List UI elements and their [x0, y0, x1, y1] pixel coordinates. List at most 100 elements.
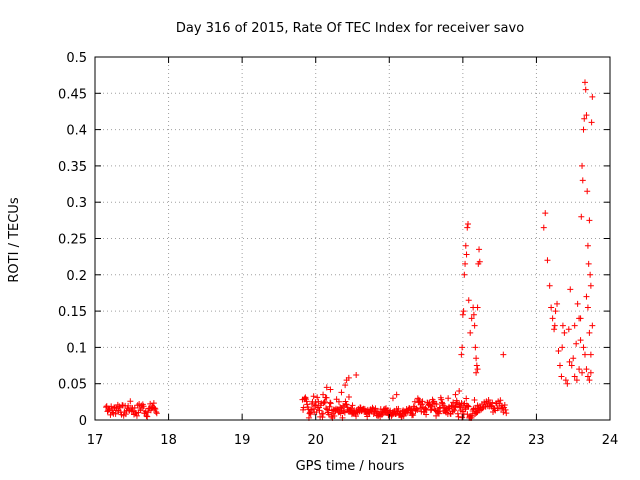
- y-tick-label: 0.05: [58, 378, 87, 393]
- data-point: [579, 162, 586, 169]
- y-tick-label: 0.4: [66, 124, 87, 139]
- data-point: [581, 79, 588, 86]
- data-point: [433, 401, 440, 408]
- data-point: [577, 315, 584, 322]
- data-point: [473, 369, 480, 376]
- y-tick-label: 0.3: [66, 196, 87, 211]
- data-point: [573, 340, 580, 347]
- data-point: [316, 407, 323, 414]
- data-point: [372, 405, 379, 412]
- x-tick-label: 24: [602, 433, 619, 448]
- data-point: [127, 398, 134, 405]
- data-point: [554, 300, 561, 307]
- data-point: [364, 413, 371, 420]
- data-point: [544, 257, 551, 264]
- data-point: [320, 400, 327, 407]
- data-point: [407, 406, 414, 413]
- data-point: [471, 322, 478, 329]
- data-point: [345, 393, 352, 400]
- data-point: [584, 188, 591, 195]
- y-tick-label: 0.5: [66, 51, 87, 66]
- data-point: [556, 362, 563, 369]
- data-point: [586, 217, 593, 224]
- x-tick-label: 19: [234, 433, 251, 448]
- data-point: [323, 394, 330, 401]
- data-point: [353, 413, 360, 420]
- axis-ticks: [94, 56, 611, 421]
- data-point: [438, 396, 445, 403]
- data-point: [389, 395, 396, 402]
- data-point: [549, 315, 556, 322]
- data-point: [343, 401, 350, 408]
- data-point: [133, 412, 140, 419]
- data-point: [326, 403, 333, 410]
- data-point: [452, 391, 459, 398]
- data-point: [472, 344, 479, 351]
- data-point: [147, 400, 154, 407]
- data-point: [471, 397, 478, 404]
- data-point: [578, 213, 585, 220]
- data-point: [562, 377, 569, 384]
- data-point: [555, 348, 562, 355]
- data-point: [485, 396, 492, 403]
- data-point: [580, 126, 587, 133]
- data-point: [303, 398, 310, 405]
- data-point: [564, 380, 571, 387]
- y-tick-label: 0.15: [58, 305, 87, 320]
- data-point: [400, 412, 407, 419]
- data-point: [335, 398, 342, 405]
- data-point: [462, 406, 469, 413]
- plot-frame: [94, 56, 611, 421]
- data-point: [473, 362, 480, 369]
- data-point: [467, 329, 474, 336]
- data-point: [568, 362, 575, 369]
- grid-lines: [95, 57, 610, 420]
- data-point: [587, 271, 594, 278]
- y-tick-label: 0: [79, 414, 87, 429]
- y-tick-label: 0.2: [66, 269, 87, 284]
- data-point: [501, 402, 508, 408]
- data-point: [566, 358, 573, 365]
- data-point: [353, 371, 360, 378]
- data-point: [310, 406, 317, 413]
- data-point: [461, 271, 468, 278]
- data-point: [570, 355, 577, 362]
- data-point: [580, 344, 587, 351]
- data-point: [464, 224, 471, 231]
- data-point: [411, 398, 418, 405]
- data-point: [551, 326, 558, 333]
- data-point: [546, 282, 553, 289]
- data-point: [342, 382, 349, 389]
- data-point: [473, 409, 480, 416]
- data-point: [310, 393, 317, 400]
- data-point: [150, 400, 157, 407]
- data-point: [416, 396, 423, 403]
- data-point: [128, 407, 135, 414]
- data-point: [327, 386, 334, 393]
- data-point: [409, 410, 416, 417]
- data-point: [476, 258, 483, 265]
- data-point: [465, 297, 472, 304]
- data-point: [589, 322, 596, 329]
- data-point: [459, 311, 466, 318]
- y-tick-labels: 0 0.05 0.1 0.15 0.2 0.25 0.3 0.35 0.4 0.45 0.5: [58, 51, 87, 429]
- y-tick-label: 0.45: [58, 87, 87, 102]
- data-point: [577, 337, 584, 344]
- data-point: [369, 404, 376, 411]
- data-point: [323, 384, 330, 391]
- data-point: [153, 408, 160, 415]
- data-point: [423, 411, 430, 418]
- data-point: [306, 410, 313, 417]
- data-point: [460, 308, 467, 315]
- data-point: [422, 405, 429, 412]
- data-point: [349, 402, 356, 409]
- data-point: [465, 402, 472, 409]
- data-point: [320, 391, 327, 398]
- data-point: [470, 311, 477, 318]
- y-tick-label: 0.25: [58, 233, 87, 248]
- data-point: [327, 399, 334, 406]
- data-point: [418, 401, 425, 408]
- data-point: [583, 293, 590, 300]
- data-point: [571, 322, 578, 329]
- data-point: [143, 412, 150, 419]
